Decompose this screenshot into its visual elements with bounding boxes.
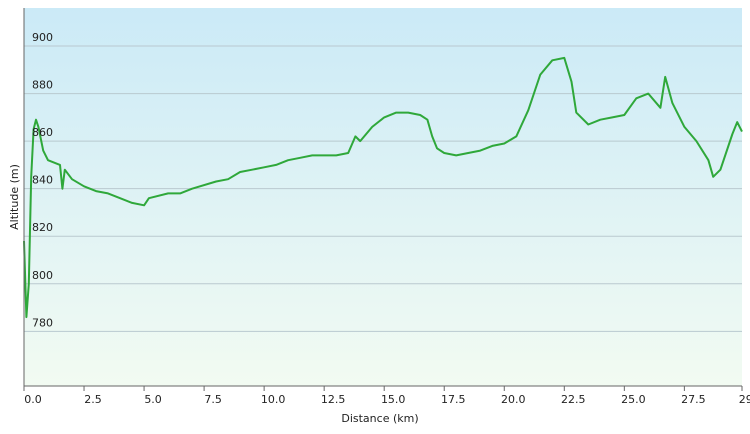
x-tick-label: 12.5 bbox=[321, 393, 346, 406]
x-axis-title: Distance (km) bbox=[341, 412, 418, 425]
x-tick-label: 5.0 bbox=[144, 393, 162, 406]
y-tick-label: 900 bbox=[32, 31, 53, 44]
y-tick-label: 820 bbox=[32, 221, 53, 234]
x-tick-label: 15.0 bbox=[381, 393, 406, 406]
x-tick-label: 27.5 bbox=[681, 393, 706, 406]
x-tick-label: 25.0 bbox=[621, 393, 646, 406]
y-tick-label: 780 bbox=[32, 316, 53, 329]
plot-area bbox=[24, 8, 742, 386]
x-tick-label: 20.0 bbox=[501, 393, 526, 406]
y-tick-label: 840 bbox=[32, 174, 53, 187]
x-tick-label: 0.0 bbox=[24, 393, 42, 406]
y-tick-label: 800 bbox=[32, 269, 53, 282]
x-tick-label: 2.5 bbox=[84, 393, 102, 406]
x-tick-label: 10.0 bbox=[261, 393, 286, 406]
y-axis-title: Altitude (m) bbox=[8, 164, 21, 230]
y-tick-label: 880 bbox=[32, 79, 53, 92]
altitude-line bbox=[23, 56, 743, 319]
x-tick-label: 17.5 bbox=[441, 393, 466, 406]
x-tick-label: 7.5 bbox=[204, 393, 222, 406]
y-tick-label: 860 bbox=[32, 126, 53, 139]
x-tick-label: 29.9 bbox=[739, 393, 750, 406]
x-tick-label: 22.5 bbox=[561, 393, 586, 406]
